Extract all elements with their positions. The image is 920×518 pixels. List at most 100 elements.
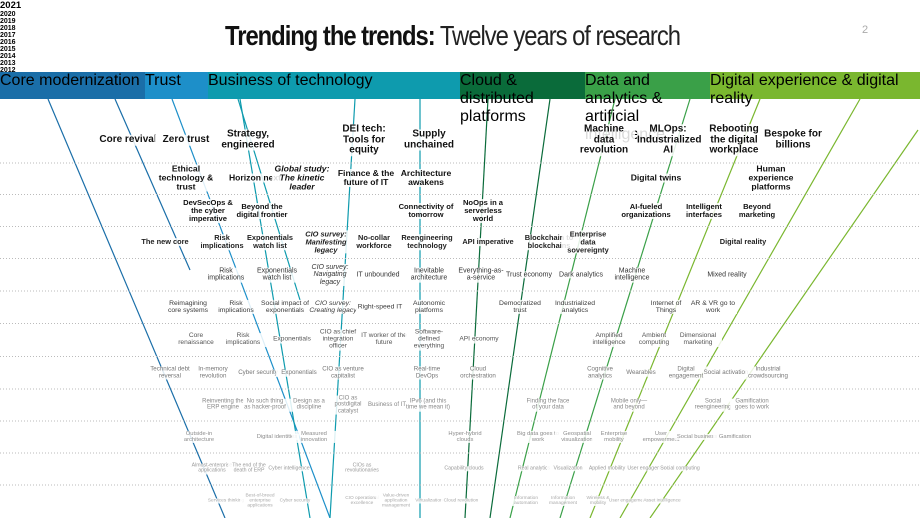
trend-label: User engagement <box>608 498 648 504</box>
year-label: 2016 <box>0 39 16 46</box>
stream-label: Cloud & distributed platforms <box>460 72 585 125</box>
trend-label: Beyond marketing <box>729 203 785 219</box>
trend-label: Dark analytics <box>556 271 606 279</box>
trend-label: Trust economy <box>504 271 554 279</box>
trend-label: CIO operational excellence <box>342 495 382 507</box>
stream-label: Business of technology <box>208 72 460 99</box>
trend-label: Exponentials watch list <box>252 267 302 283</box>
trend-label: Intelligent interfaces <box>676 203 732 219</box>
trend-label: Services thinking <box>206 498 246 504</box>
trend-label: Value-driven application management <box>376 493 416 509</box>
trend-label: Risk implications <box>196 234 248 250</box>
trend-label: DEI tech: Tools for equity <box>333 124 395 156</box>
trend-label: CIO as venture capitalist <box>320 366 366 380</box>
trend-label: Hyper-hybrid clouds <box>443 430 487 444</box>
trend-label: MLOps: Industrialized AI <box>637 123 702 156</box>
stream-label: Trust <box>145 72 208 99</box>
title-light: Twelve years of research <box>439 20 681 51</box>
trend-label: Gamification <box>713 433 757 441</box>
trend-label: Internet of Things <box>642 299 690 315</box>
trend-label: Autonomic platforms <box>405 299 453 315</box>
trend-label: Global study: The kinetic leader <box>272 164 332 192</box>
stream-header: Core modernization Trust Business of techn… <box>0 72 920 143</box>
trend-label: Machine data revolution <box>573 124 635 156</box>
trend-label: CIOs as revolutionaries <box>341 463 383 475</box>
stream-label: Digital experience & digital reality <box>710 72 920 107</box>
trend-label: Wireless & mobility <box>578 495 618 507</box>
trend-label: Digital reality <box>717 238 769 246</box>
trend-label: Measured innovation <box>292 430 336 444</box>
trend-label: DevSecOps & the cyber imperative <box>180 199 236 223</box>
trend-label: Wearables <box>618 369 664 377</box>
trend-label: Real-time DevOps <box>404 366 450 380</box>
trend-label: NoOps in a serverless world <box>455 199 511 223</box>
title-bold: Trending the trends: <box>225 20 436 51</box>
trend-label: Risk implications <box>201 267 251 283</box>
trend-label: Core revival <box>97 134 159 146</box>
trend-label: Virtualization <box>409 498 449 504</box>
trend-label: Human experience platforms <box>741 164 801 192</box>
trend-label: AI-fueled organizations <box>618 203 674 219</box>
trend-label: Beyond the digital frontier <box>234 203 290 219</box>
trend-label: Supply unchained <box>398 129 460 151</box>
trend-label: Finance & the future of IT <box>336 167 396 188</box>
trend-label: Connectivity of tomorrow <box>398 202 454 219</box>
trend-label: Social reengineering <box>691 398 735 412</box>
trend-label: Reimagining core systems <box>164 299 212 315</box>
trend-label: Business of IT <box>365 401 409 409</box>
trend-label: Reinventing the ERP engine <box>201 398 245 412</box>
trend-label: Cyber security <box>275 498 315 504</box>
trend-label: Strategy, engineered <box>217 129 279 151</box>
trend-label: No-collar workforce <box>348 234 400 250</box>
trend-label: Inevitable architecture <box>404 267 454 283</box>
year-label: 2015 <box>0 46 16 53</box>
trend-label: Ambient computing <box>630 332 678 347</box>
trend-label: Geospatial visualization <box>555 430 599 444</box>
trend-label: Mixed reality <box>702 271 752 279</box>
trend-label: Amplified intelligence <box>585 332 633 347</box>
trend-label: Exponentials <box>268 336 316 344</box>
trend-label: No such thing as hacker-proof <box>243 398 287 412</box>
trend-label: Ethical technology & trust <box>156 164 216 192</box>
trend-label: Democratized trust <box>496 299 544 315</box>
trend-label: Right-speed IT <box>356 303 404 311</box>
trend-label: API economy <box>455 336 503 344</box>
trend-label: IT unbounded <box>353 271 403 279</box>
trend-label: Mobile only—and beyond <box>607 398 651 412</box>
trend-label: Asset intelligence <box>642 498 682 504</box>
trend-label: User engagement <box>627 465 669 472</box>
trend-label: Gamification goes to work <box>730 398 774 412</box>
trend-label: Social activation <box>703 368 749 377</box>
trend-label: Exponentials watch list <box>244 234 296 250</box>
trend-label: IT worker of the future <box>360 332 408 347</box>
trend-label: Social impact of exponentials <box>261 299 309 315</box>
trend-label: Capability clouds <box>443 465 485 472</box>
trend-label: The end of the death of ERP <box>228 463 270 475</box>
trend-label: Big data goes to work <box>516 430 560 444</box>
year-label: 2013 <box>0 60 16 67</box>
trend-label: Core renaissance <box>172 332 220 347</box>
trend-label: Real analytics <box>513 465 555 472</box>
year-label: 2020 <box>0 11 16 18</box>
trend-label: Risk implications <box>219 332 267 347</box>
trend-label: Information automation <box>506 495 546 507</box>
trend-label: Outside-in architecture <box>177 430 221 444</box>
year-label: 2019 <box>0 18 16 25</box>
trend-label: Social computing <box>659 465 701 472</box>
trend-label: Cloud revolution <box>441 498 481 504</box>
page-number: 2 <box>862 24 869 36</box>
trend-label: Zero trust <box>155 134 217 146</box>
trend-label: Machine intelligence <box>607 267 657 283</box>
trend-label: Architecture awakens <box>396 168 456 188</box>
trend-label: The new core <box>139 238 191 246</box>
trend-label: Industrialized analytics <box>551 299 599 315</box>
trend-label: Almost-enterprise applications <box>191 462 233 475</box>
trend-label: Exponentials <box>276 369 322 377</box>
trend-label: CIO survey: Navigating legacy <box>305 263 355 287</box>
trend-label: Enterprise mobility <box>592 430 636 444</box>
trend-label: Bespoke for billions <box>762 129 824 151</box>
trend-label: Cyber security <box>235 369 281 377</box>
